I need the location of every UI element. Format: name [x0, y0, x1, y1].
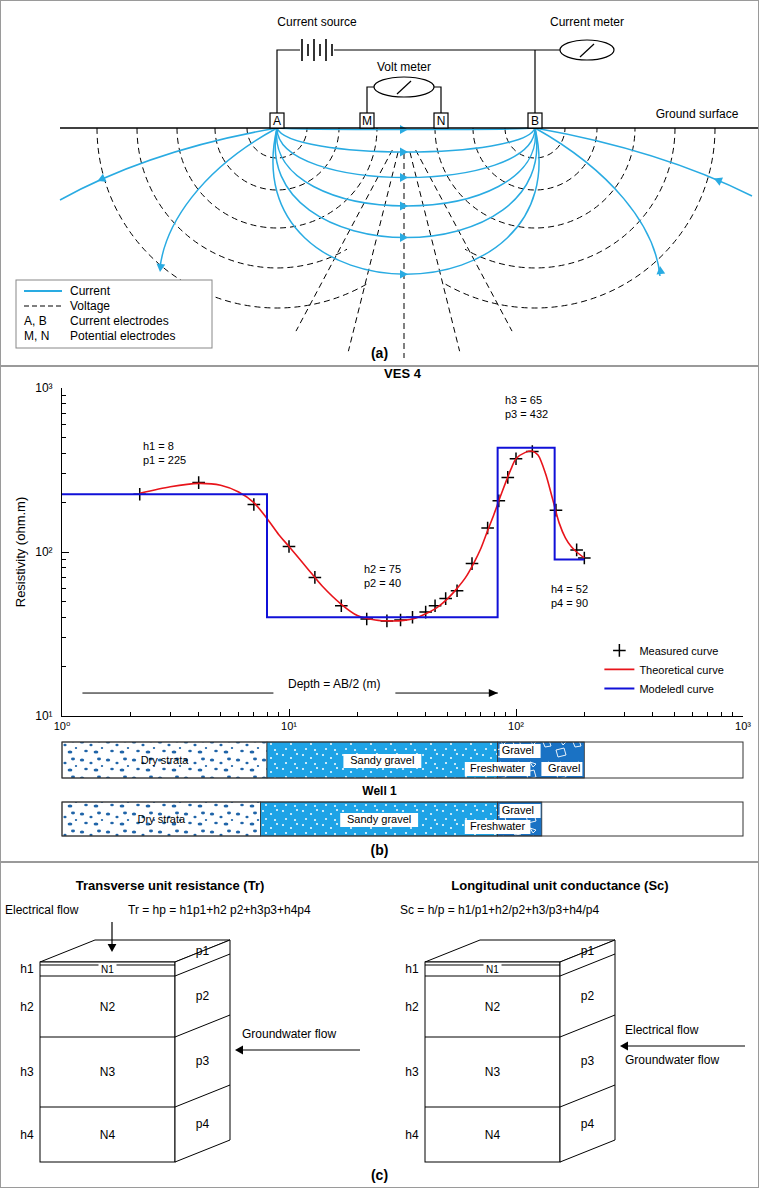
svg-text:Current source: Current source — [277, 15, 357, 29]
svg-text:N3: N3 — [485, 1065, 501, 1079]
svg-text:N1: N1 — [486, 964, 499, 975]
svg-text:p2: p2 — [196, 989, 210, 1003]
svg-text:Gravel: Gravel — [502, 744, 534, 756]
svg-text:h4: h4 — [405, 1128, 419, 1142]
svg-text:p4: p4 — [581, 1117, 595, 1131]
svg-text:10³: 10³ — [735, 720, 751, 732]
svg-text:B: B — [531, 114, 539, 128]
svg-text:Resistivity (ohm.m): Resistivity (ohm.m) — [13, 497, 28, 608]
svg-text:N1: N1 — [101, 964, 114, 975]
svg-text:Transverse unit resistance (Tr: Transverse unit resistance (Tr) — [76, 878, 265, 893]
svg-text:Groundwater flow: Groundwater flow — [625, 1053, 719, 1067]
svg-text:Tr = hp = h1p1+h2 p2+h3p3+h4p4: Tr = hp = h1p1+h2 p2+h3p3+h4p4 — [128, 903, 311, 917]
svg-text:Gravel: Gravel — [502, 804, 534, 816]
svg-text:(b): (b) — [371, 842, 389, 858]
svg-text:N: N — [437, 114, 446, 128]
svg-text:h2: h2 — [20, 1000, 34, 1014]
svg-text:Measured curve: Measured curve — [639, 645, 718, 657]
svg-text:h2: h2 — [405, 1000, 419, 1014]
svg-text:Voltage: Voltage — [70, 299, 110, 313]
svg-text:10²: 10² — [508, 720, 524, 732]
svg-text:p1: p1 — [581, 944, 595, 958]
svg-text:N3: N3 — [100, 1065, 116, 1079]
svg-text:Gravel: Gravel — [548, 762, 580, 774]
svg-text:h3: h3 — [20, 1065, 34, 1079]
svg-text:p3: p3 — [196, 1054, 210, 1068]
svg-text:Current meter: Current meter — [550, 15, 624, 29]
svg-text:10³: 10³ — [35, 381, 52, 395]
svg-text:A, B: A, B — [24, 314, 47, 328]
svg-text:(a): (a) — [371, 345, 388, 361]
svg-text:10²: 10² — [35, 545, 52, 559]
svg-text:Well 1: Well 1 — [362, 784, 397, 798]
svg-text:Electrical flow: Electrical flow — [625, 1023, 699, 1037]
svg-text:h4: h4 — [20, 1128, 34, 1142]
svg-text:Sandy gravel: Sandy gravel — [350, 754, 414, 766]
svg-text:h3: h3 — [405, 1065, 419, 1079]
svg-text:N2: N2 — [100, 1000, 116, 1014]
svg-text:Sc = h/p = h1/p1+h2/p2+h3/p3+h: Sc = h/p = h1/p1+h2/p2+h3/p3+h4/p4 — [400, 903, 600, 917]
svg-text:Ground surface: Ground surface — [656, 107, 739, 121]
svg-text:Dry strata: Dry strata — [141, 754, 190, 766]
svg-text:Dry strata: Dry strata — [137, 813, 186, 825]
svg-text:Theoretical curve: Theoretical curve — [639, 664, 723, 676]
svg-text:Groundwater flow: Groundwater flow — [242, 1027, 336, 1041]
svg-text:h2 = 75p2 = 40: h2 = 75p2 = 40 — [364, 563, 401, 589]
svg-text:10¹: 10¹ — [35, 709, 52, 723]
svg-text:10⁰: 10⁰ — [54, 720, 71, 732]
svg-text:Potential electrodes: Potential electrodes — [70, 329, 175, 343]
svg-text:Current electrodes: Current electrodes — [70, 314, 169, 328]
svg-text:p1: p1 — [196, 944, 210, 958]
svg-text:Electrical flow: Electrical flow — [5, 903, 79, 917]
svg-text:h1 = 8p1 = 225: h1 = 8p1 = 225 — [143, 440, 186, 466]
svg-text:(c): (c) — [371, 1167, 388, 1183]
svg-text:Depth = AB/2 (m): Depth = AB/2 (m) — [288, 677, 380, 691]
svg-text:VES 4: VES 4 — [384, 366, 422, 381]
svg-text:Modeledl curve: Modeledl curve — [639, 683, 714, 695]
svg-text:Freshwater: Freshwater — [470, 820, 525, 832]
svg-text:h1: h1 — [405, 962, 419, 976]
svg-text:10¹: 10¹ — [281, 720, 297, 732]
svg-text:p2: p2 — [581, 989, 595, 1003]
svg-text:h3 = 65p3 = 432: h3 = 65p3 = 432 — [505, 394, 548, 420]
svg-text:Volt meter: Volt meter — [377, 60, 431, 74]
svg-text:Current: Current — [70, 284, 111, 298]
svg-text:h4 = 52p4 = 90: h4 = 52p4 = 90 — [551, 583, 588, 609]
svg-text:M: M — [362, 114, 372, 128]
svg-text:A: A — [273, 114, 281, 128]
svg-text:Freshwater: Freshwater — [470, 762, 525, 774]
svg-text:N4: N4 — [100, 1128, 116, 1142]
svg-text:p4: p4 — [196, 1117, 210, 1131]
svg-text:h1: h1 — [20, 962, 34, 976]
svg-text:Sandy gravel: Sandy gravel — [347, 813, 411, 825]
svg-text:p3: p3 — [581, 1054, 595, 1068]
svg-text:Longitudinal unit conductance: Longitudinal unit conductance (Sc) — [451, 878, 668, 893]
svg-text:N4: N4 — [485, 1128, 501, 1142]
svg-text:M, N: M, N — [24, 329, 49, 343]
svg-text:N2: N2 — [485, 1000, 501, 1014]
